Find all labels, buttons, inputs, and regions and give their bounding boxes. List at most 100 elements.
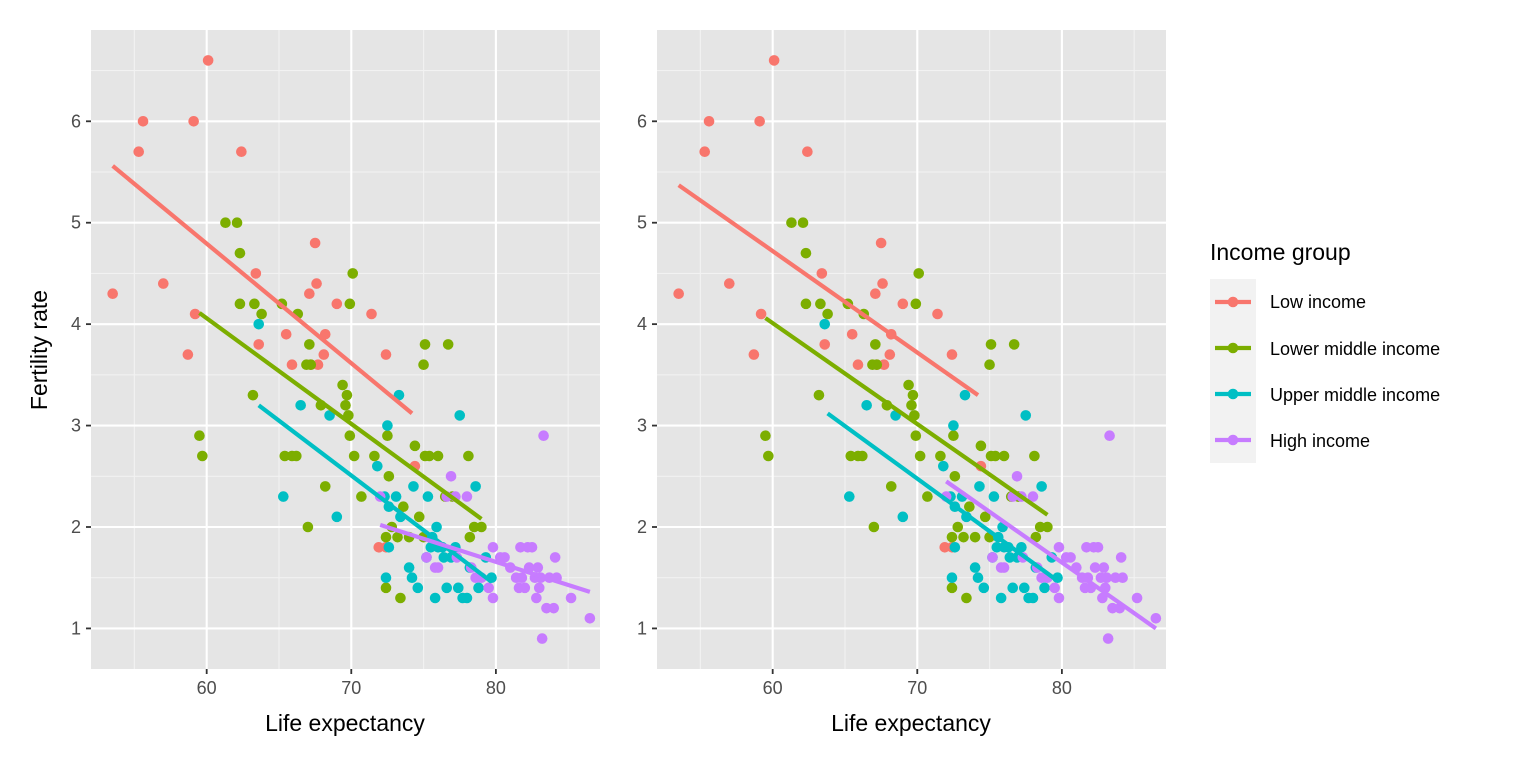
point-lower-middle-income: [922, 491, 933, 502]
point-upper-middle-income: [897, 511, 909, 523]
point-low-income: [673, 288, 684, 300]
point-lower-middle-income: [419, 339, 431, 350]
point-high-income: [549, 552, 561, 563]
point-low-income: [318, 349, 330, 360]
point-lower-middle-income: [857, 450, 868, 462]
point-upper-middle-income: [390, 491, 402, 502]
point-low-income: [846, 328, 858, 340]
point-low-income: [280, 328, 292, 340]
point-lower-middle-income: [256, 308, 267, 320]
point-lower-middle-income: [935, 450, 946, 462]
legend-label-high-income: High income: [1270, 431, 1370, 451]
point-high-income: [565, 592, 577, 604]
point-high-income: [519, 582, 531, 594]
point-upper-middle-income: [253, 318, 265, 330]
point-lower-middle-income: [763, 450, 774, 462]
x-tick-label: 70: [907, 678, 927, 698]
point-lower-middle-income: [998, 450, 1010, 462]
point-lower-middle-income: [337, 379, 348, 391]
point-high-income: [461, 491, 473, 502]
point-high-income: [483, 582, 494, 594]
legend-key-point-upper-middle-income: [1227, 388, 1239, 400]
point-high-income: [1117, 572, 1128, 584]
point-lower-middle-income: [340, 399, 351, 411]
point-lower-middle-income: [247, 389, 259, 401]
left-scatter-panel: 60 70 80 1 2 3 4 5 6: [71, 30, 600, 698]
point-high-income: [1131, 592, 1143, 604]
point-upper-middle-income: [452, 582, 464, 594]
point-lower-middle-income: [910, 430, 922, 442]
point-lower-middle-income: [304, 339, 315, 350]
point-low-income: [816, 268, 828, 279]
point-upper-middle-income: [422, 491, 434, 502]
point-lower-middle-income: [234, 247, 246, 259]
point-high-income: [1102, 633, 1114, 644]
point-lower-middle-income: [871, 359, 883, 371]
point-lower-middle-income: [356, 491, 367, 502]
point-upper-middle-income: [819, 318, 831, 330]
point-low-income: [380, 349, 392, 360]
y-tick-label: 3: [71, 416, 81, 436]
point-lower-middle-income: [476, 521, 487, 533]
point-upper-middle-income: [1007, 582, 1019, 594]
point-upper-middle-income: [295, 399, 306, 411]
point-upper-middle-income: [948, 420, 959, 431]
point-low-income: [754, 115, 765, 127]
point-low-income: [182, 349, 194, 360]
point-upper-middle-income: [429, 592, 441, 604]
y-tick-label: 5: [71, 213, 81, 233]
point-lower-middle-income: [946, 531, 958, 543]
point-high-income: [1098, 562, 1110, 573]
point-lower-middle-income: [463, 450, 474, 462]
point-upper-middle-income: [949, 541, 961, 553]
point-high-income: [533, 582, 545, 594]
point-upper-middle-income: [938, 460, 949, 472]
point-upper-middle-income: [406, 572, 418, 584]
point-upper-middle-income: [946, 572, 958, 584]
y-tick-label: 1: [71, 618, 81, 638]
point-lower-middle-income: [985, 339, 997, 350]
point-upper-middle-income: [461, 592, 473, 604]
point-lower-middle-income: [800, 247, 812, 259]
point-lower-middle-income: [442, 339, 454, 350]
point-upper-middle-income: [382, 420, 393, 431]
point-high-income: [1065, 552, 1076, 563]
point-lower-middle-income: [395, 592, 406, 604]
y-tick-label: 4: [637, 314, 647, 334]
point-lower-middle-income: [822, 308, 833, 320]
point-lower-middle-income: [914, 450, 926, 462]
point-upper-middle-income: [969, 562, 981, 573]
point-high-income: [584, 612, 596, 624]
point-lower-middle-income: [961, 592, 972, 604]
fit-line-low-income: [111, 164, 414, 416]
point-upper-middle-income: [972, 572, 984, 584]
x-tick-label: 80: [486, 678, 506, 698]
legend-key-point-low-income: [1227, 296, 1239, 308]
point-lower-middle-income: [1030, 531, 1042, 543]
point-lower-middle-income: [903, 379, 914, 391]
point-lower-middle-income: [948, 430, 959, 442]
point-low-income: [877, 278, 888, 289]
right-scatter-panel: 60 70 80 1 2 3 4 5 6: [637, 30, 1166, 698]
point-upper-middle-income: [1039, 582, 1050, 594]
right-x-axis-title: Life expectancy: [831, 710, 991, 736]
point-high-income: [1104, 430, 1115, 442]
point-lower-middle-income: [813, 389, 825, 401]
point-high-income: [1092, 541, 1104, 553]
fit-line-high-income: [944, 479, 1158, 631]
point-lower-middle-income: [382, 430, 393, 442]
point-low-income: [932, 308, 943, 320]
point-lower-middle-income: [979, 511, 991, 523]
legend-key-point-high-income: [1227, 434, 1239, 446]
legend-key-point-lower-middle-income: [1227, 342, 1239, 354]
y-tick-label: 2: [71, 517, 81, 537]
point-lower-middle-income: [197, 450, 208, 462]
legend: Income group Low income Lower middle inc…: [1210, 239, 1440, 463]
fit-line-low-income: [677, 183, 980, 397]
point-upper-middle-income: [324, 410, 335, 421]
point-upper-middle-income: [1027, 592, 1039, 604]
point-high-income: [1101, 572, 1113, 584]
point-upper-middle-income: [988, 491, 1000, 502]
point-high-income: [526, 541, 538, 553]
point-upper-middle-income: [380, 572, 392, 584]
